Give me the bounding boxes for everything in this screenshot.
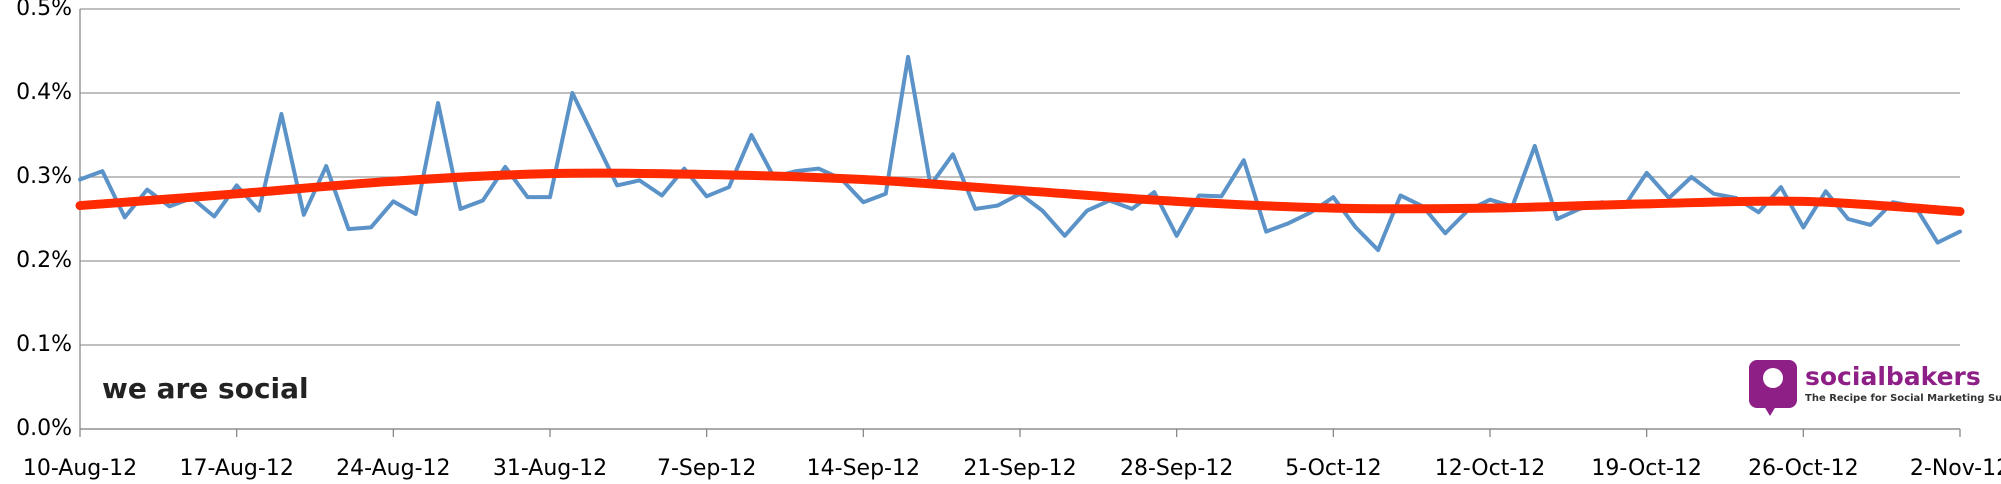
grid bbox=[79, 8, 1961, 437]
x-tick-label: 24-Aug-12 bbox=[336, 456, 450, 481]
logo-text: socialbakers bbox=[1805, 362, 1981, 391]
x-tick-label: 2-Nov-12 bbox=[1910, 456, 2001, 481]
x-tick-label: 5-Oct-12 bbox=[1285, 456, 1382, 481]
y-tick-label: 0.0% bbox=[16, 416, 72, 441]
y-tick-label: 0.3% bbox=[16, 164, 72, 189]
x-tick-label: 10-Aug-12 bbox=[23, 456, 137, 481]
x-tick-label: 26-Oct-12 bbox=[1748, 456, 1859, 481]
logo-hat bbox=[1763, 368, 1783, 388]
y-tick-label: 0.2% bbox=[16, 248, 72, 273]
trend-line bbox=[75, 168, 1965, 216]
y-tick-label: 0.5% bbox=[16, 0, 72, 21]
x-tick-label: 14-Sep-12 bbox=[807, 456, 920, 481]
x-tick-label: 17-Aug-12 bbox=[179, 456, 293, 481]
x-tick-label: 28-Sep-12 bbox=[1120, 456, 1233, 481]
watermark: we are social bbox=[102, 372, 309, 405]
logo-tagline: The Recipe for Social Marketing Success bbox=[1805, 393, 2001, 404]
y-tick-label: 0.4% bbox=[16, 80, 72, 105]
x-tick-label: 7-Sep-12 bbox=[657, 456, 756, 481]
x-tick-label: 12-Oct-12 bbox=[1435, 456, 1546, 481]
logo-tail bbox=[1764, 406, 1776, 416]
data-line bbox=[78, 54, 1962, 253]
y-tick-label: 0.1% bbox=[16, 332, 72, 357]
x-tick-label: 31-Aug-12 bbox=[493, 456, 607, 481]
x-tick-label: 21-Sep-12 bbox=[963, 456, 1076, 481]
logo: socialbakers The Recipe for Social Marke… bbox=[1749, 360, 2001, 416]
x-tick-label: 19-Oct-12 bbox=[1591, 456, 1702, 481]
